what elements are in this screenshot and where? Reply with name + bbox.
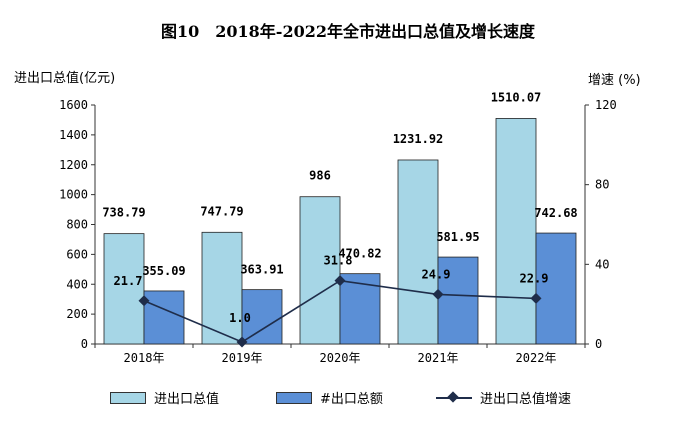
- y-axis-title: 进出口总值(亿元): [14, 71, 116, 86]
- bar-export-label-4: 742.68: [534, 206, 577, 220]
- y2-tick-label-2: 80: [595, 178, 609, 192]
- y2-axis-title: 增速 (%): [588, 73, 641, 88]
- growth-point-4: [530, 292, 542, 304]
- y2-tick-label-1: 40: [595, 257, 609, 271]
- bar-total-label-0: 738.79: [102, 206, 145, 220]
- legend-line-growth-icon: [436, 390, 472, 403]
- bar-total-0: [103, 233, 145, 345]
- bar-total-label-1: 747.79: [200, 204, 243, 218]
- y-tick-label-5: 1000: [59, 188, 88, 202]
- x-tick-label-2: 2020年: [320, 351, 361, 365]
- chart-legend: 进出口总值 #出口总额 进出口总值增速: [0, 388, 696, 408]
- bar-total-1: [201, 231, 243, 345]
- legend-item-growth: 进出口总值增速: [436, 388, 571, 407]
- bar-total-label-4: 1510.07: [491, 90, 542, 104]
- growth-point-2: [334, 275, 346, 287]
- chart-title: 图10 2018年-2022年全市进出口总值及增长速度: [161, 22, 535, 41]
- y2-tick-label-3: 120: [595, 98, 617, 112]
- y-tick-label-7: 1400: [59, 128, 88, 142]
- bar-export-label-1: 363.91: [240, 263, 283, 277]
- growth-point-1: [236, 336, 248, 348]
- x-tick-label-3: 2021年: [418, 351, 459, 365]
- bar-total-4: [495, 118, 537, 345]
- y-tick-label-0: 0: [81, 337, 88, 351]
- legend-label-export: #出口总额: [320, 392, 383, 407]
- x-tick-label-1: 2019年: [222, 351, 263, 365]
- legend-swatch-total: [110, 391, 146, 404]
- growth-point-0: [138, 295, 150, 307]
- y-tick-label-6: 1200: [59, 158, 88, 172]
- y2-tick-label-0: 0: [595, 337, 602, 351]
- y-tick-label-8: 1600: [59, 98, 88, 112]
- bar-export-label-2: 470.82: [338, 247, 381, 261]
- growth-label-3: 24.9: [422, 267, 451, 281]
- y-tick-label-3: 600: [66, 247, 88, 261]
- bar-export-label-0: 355.09: [142, 264, 185, 278]
- growth-label-1: 1.0: [229, 311, 251, 325]
- legend-item-export: #出口总额: [276, 388, 383, 407]
- bar-total-label-3: 1231.92: [393, 132, 444, 146]
- legend-label-growth: 进出口总值增速: [480, 392, 572, 407]
- growth-label-2: 31.8: [324, 254, 353, 268]
- legend-item-total: 进出口总值: [110, 388, 219, 407]
- bar-total-2: [299, 196, 341, 345]
- growth-point-3: [432, 288, 444, 300]
- x-tick-label-4: 2022年: [516, 351, 557, 365]
- bar-total-3: [397, 159, 439, 345]
- y-tick-label-4: 800: [66, 218, 88, 232]
- bar-export-3: [437, 256, 479, 345]
- legend-swatch-export: [276, 391, 312, 404]
- x-tick-label-0: 2018年: [124, 351, 165, 365]
- legend-label-total: 进出口总值: [154, 392, 220, 407]
- growth-label-4: 22.9: [520, 271, 549, 285]
- y-tick-label-2: 400: [66, 277, 88, 291]
- y-tick-label-1: 200: [66, 307, 88, 321]
- bar-total-label-2: 986: [309, 169, 331, 183]
- bar-export-4: [535, 232, 577, 345]
- growth-label-0: 21.7: [114, 274, 143, 288]
- bar-export-label-3: 581.95: [436, 230, 479, 244]
- bar-export-0: [143, 290, 185, 345]
